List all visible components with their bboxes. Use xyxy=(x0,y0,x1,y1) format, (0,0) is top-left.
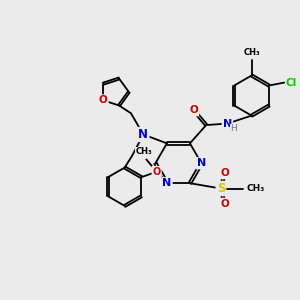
Text: N: N xyxy=(223,118,232,129)
Text: N: N xyxy=(138,128,148,141)
Text: CH₃: CH₃ xyxy=(243,48,260,57)
Text: H: H xyxy=(230,124,237,134)
Text: O: O xyxy=(220,168,229,178)
Text: O: O xyxy=(99,95,108,105)
Text: S: S xyxy=(217,182,225,195)
Text: CH₃: CH₃ xyxy=(247,184,265,193)
Text: O: O xyxy=(189,105,198,115)
Text: N: N xyxy=(197,158,206,168)
Text: N: N xyxy=(162,178,172,188)
Text: O: O xyxy=(153,167,161,177)
Text: CH₃: CH₃ xyxy=(136,148,152,157)
Text: O: O xyxy=(220,199,229,209)
Text: Cl: Cl xyxy=(286,78,297,88)
